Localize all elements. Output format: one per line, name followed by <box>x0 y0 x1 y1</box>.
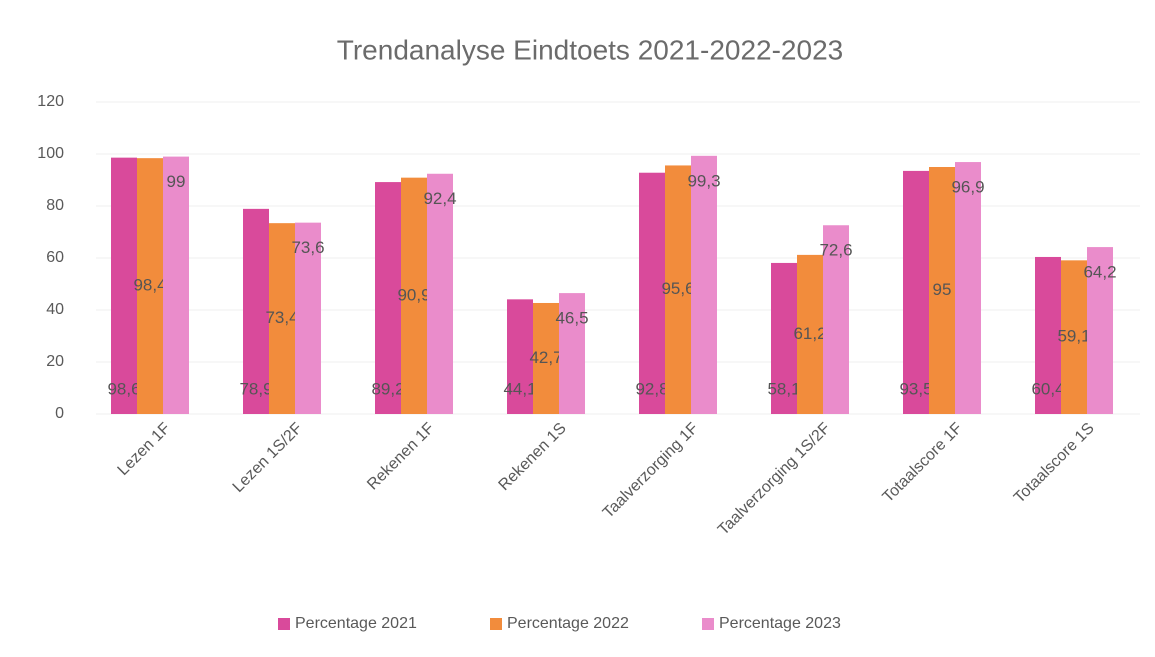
bar <box>1061 260 1087 414</box>
data-label: 95,6 <box>661 279 694 298</box>
data-label: 95 <box>933 280 952 299</box>
bar <box>691 155 717 414</box>
data-label: 92,4 <box>423 189 456 208</box>
data-label: 64,2 <box>1083 263 1116 282</box>
legend-swatch <box>490 618 502 630</box>
data-label: 98,6 <box>107 379 140 398</box>
bar <box>507 299 533 414</box>
legend-label: Percentage 2023 <box>719 615 841 632</box>
y-tick-label: 40 <box>46 301 64 318</box>
legend-label: Percentage 2022 <box>507 615 629 632</box>
bar <box>295 222 321 414</box>
bar <box>903 170 929 414</box>
data-label: 72,6 <box>819 241 852 260</box>
data-label: 99,3 <box>687 171 720 190</box>
bar <box>137 158 163 414</box>
data-label: 44,1 <box>503 379 536 398</box>
data-label: 98,4 <box>133 276 166 295</box>
bar <box>427 173 453 414</box>
data-label: 96,9 <box>951 178 984 197</box>
data-label: 99 <box>167 172 186 191</box>
bar <box>639 172 665 414</box>
bar <box>533 302 559 414</box>
y-tick-label: 0 <box>55 405 64 422</box>
data-label: 92,8 <box>635 379 668 398</box>
bar <box>243 208 269 414</box>
legend-swatch <box>702 618 714 630</box>
data-label: 60,4 <box>1031 379 1064 398</box>
data-label: 59,1 <box>1057 327 1090 346</box>
bar <box>401 177 427 414</box>
data-label: 90,9 <box>397 285 430 304</box>
chart-title: Trendanalyse Eindtoets 2021-2022-2023 <box>337 34 843 65</box>
bar <box>111 157 137 414</box>
y-tick-label: 80 <box>46 197 64 214</box>
bar <box>375 182 401 414</box>
data-label: 58,1 <box>767 379 800 398</box>
data-label: 46,5 <box>555 309 588 328</box>
bar <box>665 165 691 414</box>
bar <box>269 223 295 414</box>
y-tick-label: 20 <box>46 353 64 370</box>
bar <box>823 225 849 414</box>
bar <box>929 167 955 414</box>
bar <box>797 254 823 414</box>
data-label: 89,2 <box>371 379 404 398</box>
data-label: 73,4 <box>265 308 298 327</box>
legend-label: Percentage 2021 <box>295 615 417 632</box>
y-tick-label: 100 <box>37 145 64 162</box>
bar <box>163 156 189 414</box>
bar <box>771 262 797 414</box>
legend-swatch <box>278 618 290 630</box>
bar <box>955 162 981 414</box>
y-tick-label: 120 <box>37 93 64 110</box>
y-tick-label: 60 <box>46 249 64 266</box>
bar <box>1087 247 1113 414</box>
data-label: 42,7 <box>529 348 562 367</box>
bar <box>559 293 585 414</box>
data-label: 73,6 <box>291 238 324 257</box>
data-label: 93,5 <box>899 379 932 398</box>
data-label: 78,9 <box>239 379 272 398</box>
data-label: 61,2 <box>793 324 826 343</box>
bar <box>1035 256 1061 414</box>
